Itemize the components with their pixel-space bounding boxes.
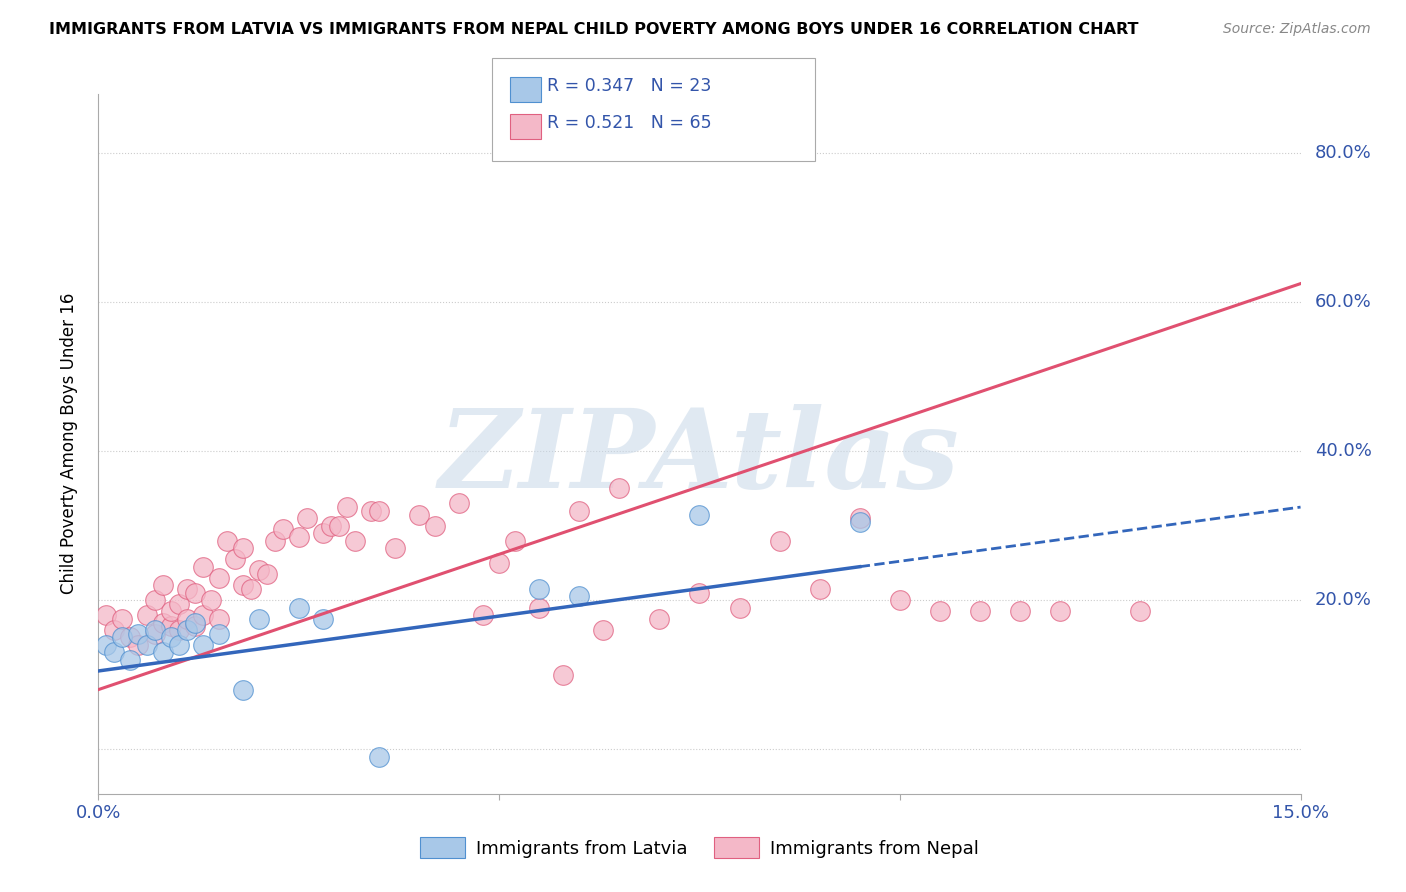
Point — [360, 504, 382, 518]
Text: Source: ZipAtlas.com: Source: ZipAtlas.com — [1223, 22, 1371, 37]
Point — [143, 593, 166, 607]
Point — [256, 567, 278, 582]
Text: 40.0%: 40.0% — [1315, 442, 1372, 460]
Point — [849, 515, 872, 529]
Point — [271, 523, 294, 537]
Point — [96, 638, 118, 652]
Point — [232, 578, 254, 592]
Point — [849, 511, 872, 525]
Point — [191, 638, 214, 652]
Point — [128, 626, 150, 640]
Point — [889, 593, 911, 607]
Point — [111, 612, 134, 626]
Text: R = 0.521   N = 65: R = 0.521 N = 65 — [547, 114, 711, 132]
Point — [1010, 604, 1032, 618]
Point — [152, 645, 174, 659]
Point — [808, 582, 831, 596]
Point — [152, 615, 174, 630]
Point — [648, 612, 671, 626]
Point — [120, 653, 142, 667]
Point — [159, 619, 181, 633]
Point — [529, 600, 551, 615]
Point — [343, 533, 366, 548]
Point — [688, 508, 710, 522]
Text: 80.0%: 80.0% — [1315, 145, 1372, 162]
Point — [384, 541, 406, 555]
Point — [103, 623, 125, 637]
Point — [319, 518, 342, 533]
Point — [111, 631, 134, 645]
Point — [191, 608, 214, 623]
Point — [135, 608, 157, 623]
Legend: Immigrants from Latvia, Immigrants from Nepal: Immigrants from Latvia, Immigrants from … — [412, 830, 987, 865]
Text: IMMIGRANTS FROM LATVIA VS IMMIGRANTS FROM NEPAL CHILD POVERTY AMONG BOYS UNDER 1: IMMIGRANTS FROM LATVIA VS IMMIGRANTS FRO… — [49, 22, 1139, 37]
Point — [239, 582, 262, 596]
Point — [288, 600, 311, 615]
Point — [553, 667, 575, 681]
Text: 60.0%: 60.0% — [1315, 293, 1372, 311]
Point — [529, 582, 551, 596]
Text: R = 0.347   N = 23: R = 0.347 N = 23 — [547, 77, 711, 95]
Point — [96, 608, 118, 623]
Point — [159, 631, 181, 645]
Point — [312, 612, 335, 626]
Point — [183, 615, 205, 630]
Point — [247, 563, 270, 577]
Point — [728, 600, 751, 615]
Point — [208, 571, 231, 585]
Y-axis label: Child Poverty Among Boys Under 16: Child Poverty Among Boys Under 16 — [59, 293, 77, 594]
Point — [143, 626, 166, 640]
Point — [167, 623, 190, 637]
Point — [969, 604, 991, 618]
Point — [1049, 604, 1071, 618]
Point — [247, 612, 270, 626]
Point — [408, 508, 430, 522]
Point — [176, 623, 198, 637]
Point — [224, 552, 246, 566]
Point — [159, 604, 181, 618]
Point — [368, 749, 391, 764]
Point — [472, 608, 495, 623]
Point — [208, 612, 231, 626]
Point — [295, 511, 318, 525]
Point — [447, 496, 470, 510]
Point — [167, 638, 190, 652]
Point — [929, 604, 952, 618]
Point — [423, 518, 446, 533]
Point — [263, 533, 285, 548]
Point — [215, 533, 238, 548]
Point — [167, 597, 190, 611]
Point — [176, 582, 198, 596]
Point — [120, 631, 142, 645]
Point — [232, 682, 254, 697]
Point — [103, 645, 125, 659]
Point — [503, 533, 526, 548]
Point — [200, 593, 222, 607]
Point — [592, 623, 614, 637]
Point — [1129, 604, 1152, 618]
Point — [368, 504, 391, 518]
Point — [336, 500, 359, 514]
Point — [191, 559, 214, 574]
Point — [208, 626, 231, 640]
Point — [135, 638, 157, 652]
Point — [488, 556, 510, 570]
Text: ZIPAtlas: ZIPAtlas — [439, 404, 960, 511]
Point — [609, 482, 631, 496]
Point — [288, 530, 311, 544]
Point — [232, 541, 254, 555]
Point — [568, 590, 591, 604]
Point — [768, 533, 790, 548]
Point — [128, 638, 150, 652]
Point — [152, 578, 174, 592]
Point — [568, 504, 591, 518]
Point — [183, 586, 205, 600]
Text: 20.0%: 20.0% — [1315, 591, 1372, 609]
Point — [328, 518, 350, 533]
Point — [312, 526, 335, 541]
Point — [688, 586, 710, 600]
Point — [143, 623, 166, 637]
Point — [183, 619, 205, 633]
Point — [176, 612, 198, 626]
